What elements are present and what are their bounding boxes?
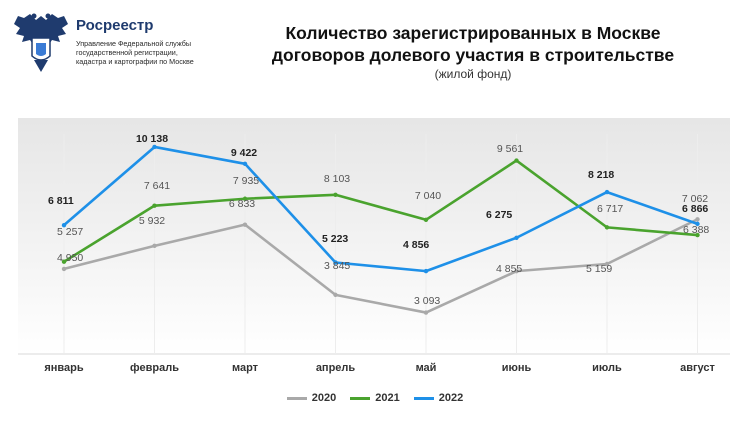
legend-label-2021: 2021	[375, 392, 400, 404]
x-tick-label: апрель	[316, 362, 356, 374]
series-line-2020	[63, 218, 699, 314]
data-label-2022: 5 223	[322, 233, 348, 245]
org-subtitle-line-2: государственной регистрации,	[76, 48, 178, 57]
data-point-2021	[152, 203, 157, 208]
legend-swatch-2020	[286, 396, 307, 400]
data-label-2021: 6 388	[683, 224, 709, 236]
data-point-2020	[514, 268, 519, 274]
data-label-2020: 3 093	[414, 295, 440, 307]
data-label-2022: 4 856	[403, 239, 429, 251]
data-point-2020	[423, 310, 429, 315]
data-label-2020: 4 950	[57, 252, 83, 264]
data-point-2022	[333, 260, 338, 265]
data-label-2022: 10 138	[136, 133, 168, 145]
data-label-2021: 6 717	[597, 203, 623, 215]
org-subtitle: Управление Федеральной службы государств…	[76, 39, 276, 66]
data-point-2022	[152, 144, 157, 150]
data-point-2022	[61, 222, 67, 228]
x-tick-label: август	[680, 362, 715, 374]
data-label-2020: 3 845	[324, 260, 350, 272]
rosreestr-logo: Росреестр Управление Федеральной службы …	[12, 10, 262, 80]
chart-title-line-1: Количество зарегистрированных в Москве	[285, 23, 661, 43]
data-label-2022: 8 218	[588, 169, 614, 181]
data-label-2020: 7 062	[682, 193, 708, 205]
legend-swatch-2022	[413, 396, 434, 400]
data-label-2021: 7 040	[415, 190, 441, 202]
data-point-2022	[604, 189, 610, 195]
double-headed-eagle-icon	[14, 13, 68, 72]
data-point-2021	[423, 217, 429, 222]
data-point-2020	[333, 292, 338, 298]
series-line-2021	[63, 159, 698, 263]
data-label-2020: 5 932	[139, 215, 165, 227]
legend: 2020 2021 2022	[0, 392, 750, 404]
x-tick-label: февраль	[130, 362, 179, 374]
series-line-2022	[63, 145, 698, 273]
data-point-2021	[333, 192, 338, 197]
data-label-2020: 4 855	[496, 263, 522, 275]
data-label-2020: 6 833	[229, 198, 255, 210]
chart-subtitle: (жилой фонд)	[434, 67, 512, 81]
legend-label-2020: 2020	[311, 392, 337, 404]
data-point-2022	[242, 161, 248, 166]
data-label-2021: 5 257	[57, 226, 83, 238]
data-point-2021	[604, 225, 610, 230]
chart-title-line-2: договоров долевого участия в строительст…	[271, 45, 675, 65]
legend-label-2022: 2022	[438, 392, 464, 404]
data-point-2020	[152, 243, 157, 249]
x-tick-label: июнь	[502, 362, 532, 374]
data-label-2020: 5 159	[586, 263, 612, 275]
x-tick-label: март	[232, 362, 259, 374]
data-point-2022	[423, 268, 429, 274]
data-point-2020	[61, 266, 67, 272]
data-point-2021	[242, 196, 248, 201]
data-point-2021	[695, 232, 700, 238]
data-point-2021	[514, 158, 519, 163]
org-subtitle-line-3: кадастра и картографии по Москве	[76, 57, 194, 66]
plot-area-background	[18, 118, 730, 354]
data-label-2022: 6 811	[48, 195, 74, 207]
chart-title: Количество зарегистрированных в Москве д…	[238, 22, 708, 82]
data-point-2021	[61, 259, 67, 264]
data-label-2021: 8 103	[324, 173, 350, 185]
org-subtitle-line-1: Управление Федеральной службы	[76, 39, 191, 48]
data-point-2020	[695, 217, 700, 222]
x-tick-label: июль	[592, 362, 622, 374]
legend-item-2022: 2022	[413, 392, 464, 404]
org-name: Росреестр	[76, 17, 154, 34]
data-label-2022: 6 275	[486, 209, 512, 221]
data-point-2022	[695, 221, 700, 227]
x-tick-label: январь	[44, 362, 84, 374]
legend-swatch-2021	[350, 396, 371, 400]
data-label-2022: 6 866	[682, 203, 708, 215]
data-label-2021: 9 561	[497, 143, 523, 155]
legend-item-2021: 2021	[350, 392, 400, 404]
data-point-2020	[604, 261, 610, 267]
data-label-2021: 7 935	[233, 175, 259, 187]
data-point-2020	[242, 222, 248, 227]
legend-item-2020: 2020	[286, 392, 337, 404]
x-tick-label: май	[416, 362, 437, 374]
data-point-2022	[514, 235, 519, 240]
data-label-2022: 9 422	[231, 147, 257, 159]
data-label-2021: 7 641	[144, 180, 170, 192]
